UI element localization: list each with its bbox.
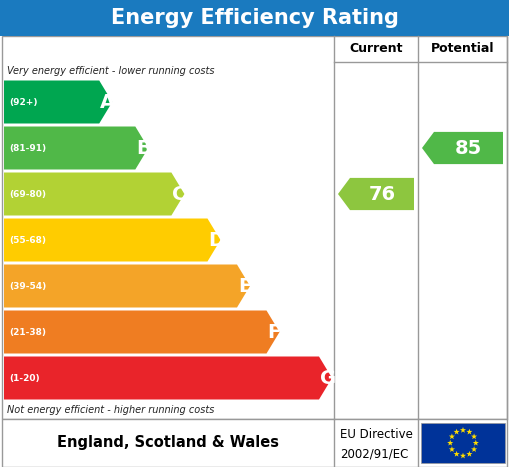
Polygon shape — [422, 132, 503, 164]
Polygon shape — [471, 433, 477, 439]
Polygon shape — [4, 219, 220, 262]
Text: G: G — [320, 368, 336, 388]
Polygon shape — [454, 451, 460, 457]
Polygon shape — [466, 429, 472, 434]
Polygon shape — [4, 172, 184, 215]
Polygon shape — [460, 453, 466, 459]
Polygon shape — [473, 440, 479, 446]
Polygon shape — [447, 440, 453, 446]
Text: (39-54): (39-54) — [9, 282, 46, 290]
Polygon shape — [460, 427, 466, 433]
Text: 2002/91/EC: 2002/91/EC — [340, 447, 408, 460]
Text: 76: 76 — [369, 184, 395, 204]
Text: (81-91): (81-91) — [9, 143, 46, 153]
Text: (92+): (92+) — [9, 98, 38, 106]
Text: Not energy efficient - higher running costs: Not energy efficient - higher running co… — [7, 405, 214, 415]
Text: England, Scotland & Wales: England, Scotland & Wales — [57, 436, 279, 451]
Polygon shape — [466, 451, 472, 457]
Text: (1-20): (1-20) — [9, 374, 40, 382]
Text: (69-80): (69-80) — [9, 190, 46, 198]
Polygon shape — [471, 446, 477, 452]
Text: F: F — [268, 323, 281, 341]
Bar — [421, 423, 505, 463]
Text: B: B — [136, 139, 151, 157]
Polygon shape — [338, 178, 414, 210]
Text: E: E — [238, 276, 251, 296]
Polygon shape — [449, 446, 455, 452]
Polygon shape — [4, 127, 148, 170]
Polygon shape — [454, 429, 460, 434]
Polygon shape — [4, 311, 279, 354]
Text: Potential: Potential — [431, 42, 494, 56]
Bar — [2, 419, 507, 467]
Text: A: A — [100, 92, 116, 112]
Polygon shape — [4, 264, 250, 307]
Text: 85: 85 — [455, 139, 482, 157]
Polygon shape — [449, 433, 455, 439]
Text: Energy Efficiency Rating: Energy Efficiency Rating — [110, 8, 399, 28]
Text: Current: Current — [349, 42, 403, 56]
Bar — [0, 0, 509, 36]
Text: Very energy efficient - lower running costs: Very energy efficient - lower running co… — [7, 65, 214, 76]
Text: (21-38): (21-38) — [9, 327, 46, 337]
Polygon shape — [4, 80, 112, 123]
Text: C: C — [173, 184, 187, 204]
Text: (55-68): (55-68) — [9, 235, 46, 245]
Text: EU Directive: EU Directive — [340, 428, 413, 441]
Polygon shape — [4, 356, 332, 399]
Text: D: D — [209, 231, 224, 249]
Bar — [2, 36, 507, 419]
